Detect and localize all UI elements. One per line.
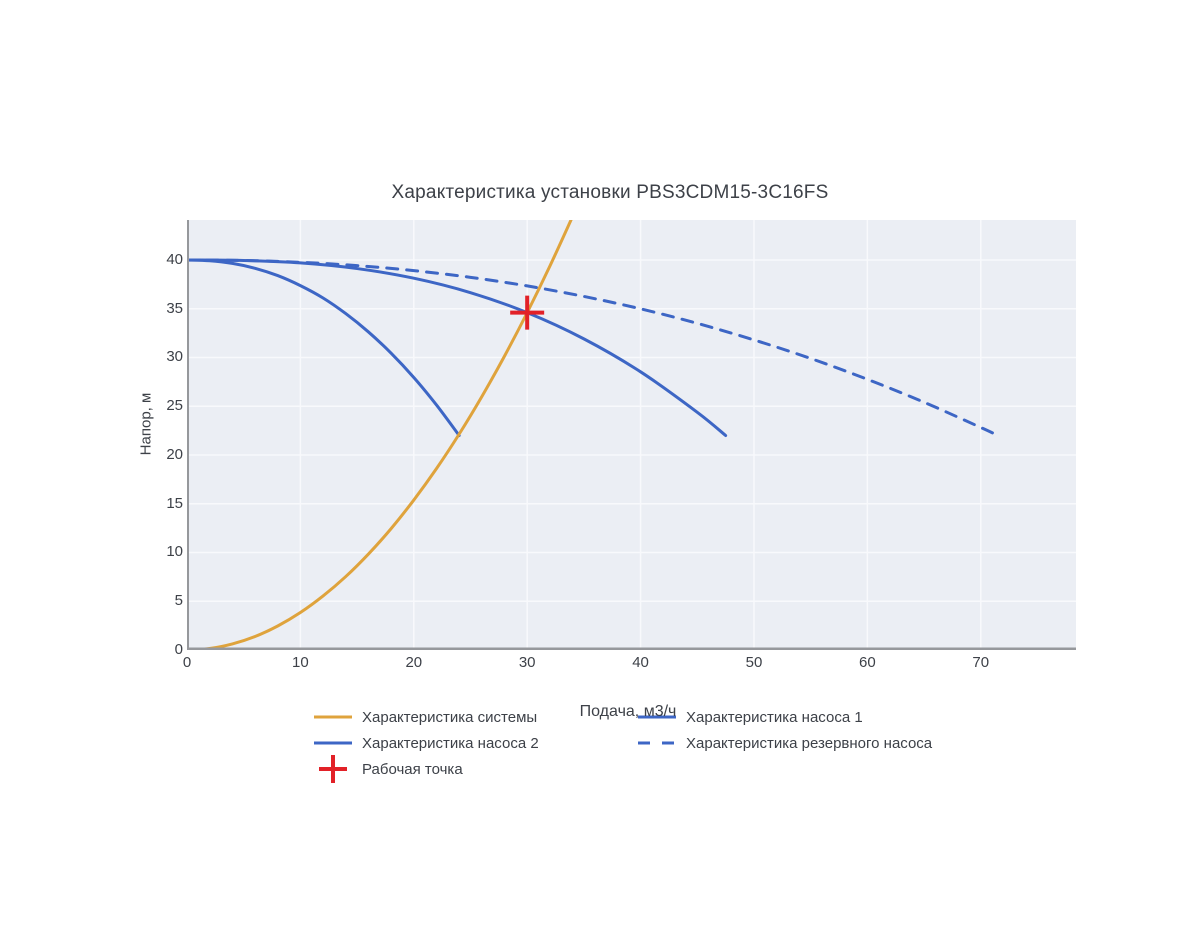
y-tick-label: 30 <box>166 348 183 366</box>
legend-cross-icon <box>319 755 347 783</box>
legend-item-system[interactable]: Характеристика системы <box>312 704 539 730</box>
legend-column-1: Характеристика системы Характеристика нас… <box>312 704 539 783</box>
x-tick-label: 70 <box>972 654 990 671</box>
y-tick-label: 0 <box>174 641 183 658</box>
y-tick-label: 10 <box>166 543 183 561</box>
curve-pump1[interactable] <box>187 258 728 437</box>
legend-line-icon <box>314 741 352 745</box>
y-tick-label: 35 <box>166 299 183 317</box>
legend-label: Рабочая точка <box>362 760 463 778</box>
legend-label: Характеристика насоса 1 <box>686 708 863 726</box>
plot-area[interactable] <box>187 220 1076 650</box>
legend-column-2: Характеристика насоса 1 Характеристика ре… <box>636 704 932 756</box>
curve-reserve[interactable] <box>187 258 1000 437</box>
legend-label: Характеристика насоса 2 <box>362 734 539 752</box>
legend-line-icon <box>314 715 352 719</box>
x-tick-label: 50 <box>745 654 763 671</box>
x-tick-label: 30 <box>518 654 536 671</box>
x-axis-title: Подача, м3/ч <box>579 703 677 720</box>
x-tick-label: 20 <box>405 654 423 671</box>
x-tick-label: 0 <box>182 654 192 671</box>
y-tick-label: 15 <box>166 494 183 512</box>
legend-item-operating-point[interactable]: Рабочая точка <box>312 755 539 783</box>
y-tick-label: 20 <box>166 445 183 463</box>
curve-pump2[interactable] <box>187 258 461 437</box>
legend-label: Характеристика резервного насоса <box>686 734 933 752</box>
y-tick-label: 25 <box>166 397 183 415</box>
plot-canvas[interactable] <box>187 220 1076 650</box>
x-tick-label: 40 <box>632 654 649 671</box>
x-tick-label: 60 <box>859 654 876 671</box>
y-tick-label: 40 <box>166 250 183 268</box>
legend-item-reserve[interactable]: Характеристика резервного насоса <box>636 730 932 756</box>
y-tick-label: 5 <box>174 592 183 610</box>
legend-item-pump2[interactable]: Характеристика насоса 2 <box>312 730 539 756</box>
legend-line-icon <box>638 741 676 745</box>
legend-item-pump1[interactable]: Характеристика насоса 1 <box>636 704 932 730</box>
legend-line-icon <box>638 715 676 719</box>
chart-title: Характеристика установки PBS3CDM15-3C16F… <box>391 182 829 203</box>
curve-system[interactable] <box>187 220 584 650</box>
x-tick-label: 10 <box>292 654 309 671</box>
legend-label: Характеристика системы <box>362 708 538 726</box>
